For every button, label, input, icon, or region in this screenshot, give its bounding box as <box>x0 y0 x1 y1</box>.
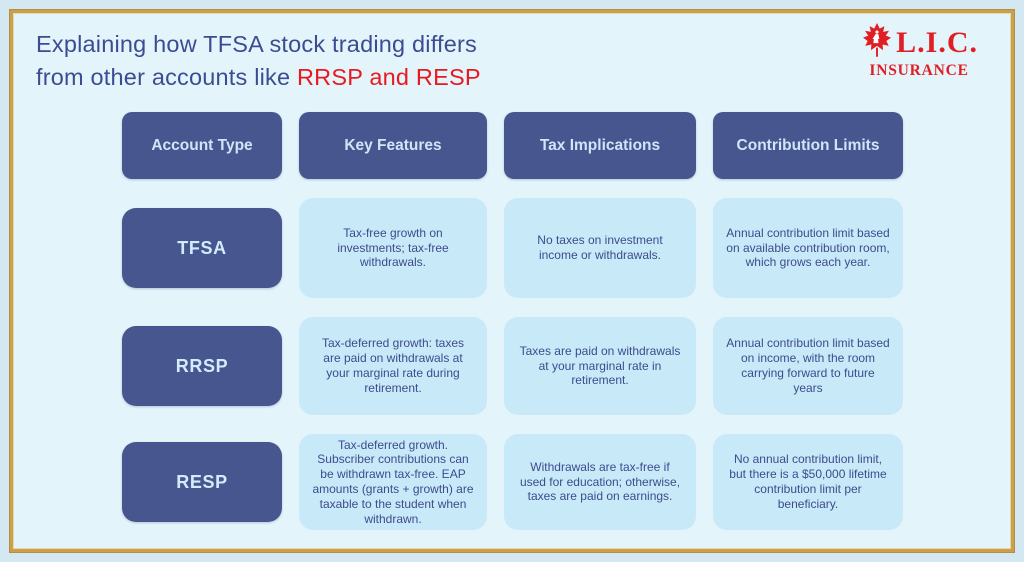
tfsa-key-features-cell: Tax-free growth on investments; tax-free… <box>299 198 487 298</box>
maple-leaf-icon <box>860 22 894 63</box>
account-type-cell-resp: RESP <box>122 442 282 522</box>
page-title: Explaining how TFSA stock trading differ… <box>36 28 481 94</box>
resp-contribution-limits-cell: No annual contribution limit, but there … <box>713 434 903 530</box>
column-header-contribution-limits: Contribution Limits <box>713 112 903 179</box>
lic-insurance-logo: L.I.C. INSURANCE <box>860 22 978 80</box>
account-type-cell-rrsp: RRSP <box>122 326 282 406</box>
tfsa-tax-implications-cell: No taxes on investment income or withdra… <box>504 198 696 298</box>
logo-subtitle: INSURANCE <box>869 62 969 79</box>
rrsp-key-features-cell: Tax-deferred growth: taxes are paid on w… <box>299 317 487 415</box>
comparison-table: Account Type Key Features Tax Implicatio… <box>122 112 903 530</box>
page-title-line1: Explaining how TFSA stock trading differ… <box>36 31 477 57</box>
rrsp-tax-implications-cell: Taxes are paid on withdrawals at your ma… <box>504 317 696 415</box>
column-header-key-features: Key Features <box>299 112 487 179</box>
resp-tax-implications-cell: Withdrawals are tax-free if used for edu… <box>504 434 696 530</box>
logo-name: L.I.C. <box>896 25 978 59</box>
page-title-highlight: RRSP and RESP <box>297 64 481 90</box>
tfsa-contribution-limits-cell: Annual contribution limit based on avail… <box>713 198 903 298</box>
resp-key-features-cell: Tax-deferred growth. Subscriber contribu… <box>299 434 487 530</box>
page-title-line2: from other accounts like RRSP and RESP <box>36 64 481 90</box>
rrsp-contribution-limits-cell: Annual contribution limit based on incom… <box>713 317 903 415</box>
column-header-account-type: Account Type <box>122 112 282 179</box>
column-header-tax-implications: Tax Implications <box>504 112 696 179</box>
account-type-cell-tfsa: TFSA <box>122 208 282 288</box>
